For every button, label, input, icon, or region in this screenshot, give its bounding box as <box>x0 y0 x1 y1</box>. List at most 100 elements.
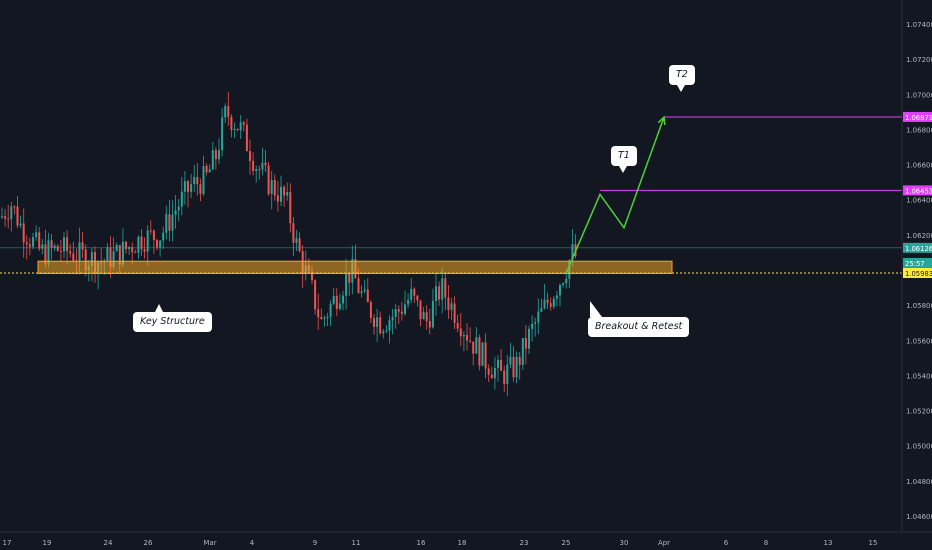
candle-body <box>214 150 217 160</box>
candle-body <box>363 289 366 292</box>
candle-body <box>546 299 549 304</box>
candle-body <box>233 128 236 130</box>
candle-body <box>512 356 515 378</box>
price-label: 1.05983 <box>903 267 932 278</box>
x-tick-label: 8 <box>764 539 768 547</box>
x-tick-label: 25 <box>562 539 571 547</box>
candle-body <box>84 249 87 271</box>
candle-body <box>81 242 84 250</box>
candle-body <box>388 320 391 331</box>
candle-body <box>422 312 425 320</box>
y-tick-label: 1.04600 <box>906 513 932 521</box>
candle-body <box>559 285 561 296</box>
candle-body <box>63 237 65 252</box>
candle-body <box>552 298 555 307</box>
candle-body <box>159 240 162 248</box>
price-label-bg <box>903 185 932 196</box>
price-label-text: 1.06126 <box>905 245 932 253</box>
y-tick-label: 1.05600 <box>906 337 932 345</box>
candle-body <box>53 245 56 248</box>
projection-group <box>565 115 666 274</box>
candle-body <box>106 247 109 261</box>
candle-body <box>190 184 193 192</box>
y-tick-label: 1.05200 <box>906 408 932 416</box>
candle-body <box>407 299 410 305</box>
candle-body <box>323 317 326 319</box>
candle-body <box>534 322 537 324</box>
candle-body <box>484 342 487 369</box>
candle-body <box>537 311 540 323</box>
candle-body <box>435 286 437 301</box>
candle-body <box>252 160 255 172</box>
candle-body <box>47 240 50 264</box>
candle-body <box>205 166 208 173</box>
candle-body <box>369 302 372 319</box>
candle-body <box>131 247 134 253</box>
candle-body <box>13 206 16 208</box>
candle-body <box>236 128 239 131</box>
candle-body <box>109 247 112 267</box>
projection-line <box>565 116 665 274</box>
price-label: 1.06126 <box>903 242 932 253</box>
candle-body <box>218 150 220 160</box>
price-label-text: 1.05983 <box>905 270 932 278</box>
annotation-t2[interactable]: T2 <box>669 65 695 92</box>
candle-body <box>314 280 317 310</box>
x-tick-label: 23 <box>520 539 529 547</box>
candle-body <box>317 309 320 318</box>
candle-body <box>168 214 171 231</box>
candle-body <box>10 206 13 220</box>
candle-body <box>162 232 165 241</box>
candle-body <box>171 214 174 231</box>
y-tick-label: 1.05000 <box>906 443 932 451</box>
candle-body <box>456 322 459 329</box>
candle-body <box>193 177 196 185</box>
x-tick-label: 11 <box>352 539 361 547</box>
candle-body <box>562 283 565 286</box>
annotation-t1[interactable]: T1 <box>611 146 637 173</box>
price-label-bg <box>903 257 932 268</box>
candle-body <box>466 334 468 341</box>
candle-body <box>447 297 450 310</box>
price-label-text: 25:57 <box>905 260 925 268</box>
candle-body <box>199 184 202 194</box>
candle-body <box>373 318 375 327</box>
candle-body <box>280 186 282 202</box>
candle-body <box>118 245 121 265</box>
y-axis[interactable]: 1.07400 1.07200 1.07000 1.06800 1.06600 1.064… <box>901 0 932 532</box>
candle-body <box>267 165 270 194</box>
price-label-bg <box>903 267 932 278</box>
candle-body <box>261 162 264 170</box>
levels-group <box>0 116 902 274</box>
candle-body <box>19 223 22 226</box>
candle-body <box>515 356 518 378</box>
candle-body <box>379 317 382 334</box>
annotation-key-structure[interactable]: Key Structure <box>133 304 212 332</box>
x-axis[interactable]: 17 19 24 26 Mar 4 9 11 16 18 23 25 30 Apr 6 8 13 15 <box>0 531 932 547</box>
y-tick-label: 1.06400 <box>906 197 932 205</box>
candle-body <box>242 122 245 125</box>
candle-body <box>134 252 137 254</box>
price-label-bg <box>903 111 932 122</box>
candle-body <box>32 237 34 247</box>
annotation-breakout-retest[interactable]: Breakout & Retest <box>588 301 690 337</box>
candle-body <box>348 273 351 283</box>
candle-body <box>540 307 543 312</box>
candle-body <box>25 242 28 245</box>
candle-body <box>152 230 155 241</box>
candle-body <box>187 181 189 192</box>
candle-body <box>416 295 419 301</box>
y-tick-label: 1.07000 <box>906 91 932 99</box>
x-tick-label: 9 <box>313 539 317 547</box>
candle-body <box>366 289 369 303</box>
x-tick-label: 18 <box>458 539 467 547</box>
x-tick-label: 15 <box>869 539 878 547</box>
candle-body <box>462 334 465 337</box>
candle-body <box>239 122 242 131</box>
candle-body <box>125 241 127 250</box>
price-label: 25:57 <box>903 257 932 268</box>
candle-body <box>481 342 484 366</box>
candle-body <box>140 236 143 250</box>
